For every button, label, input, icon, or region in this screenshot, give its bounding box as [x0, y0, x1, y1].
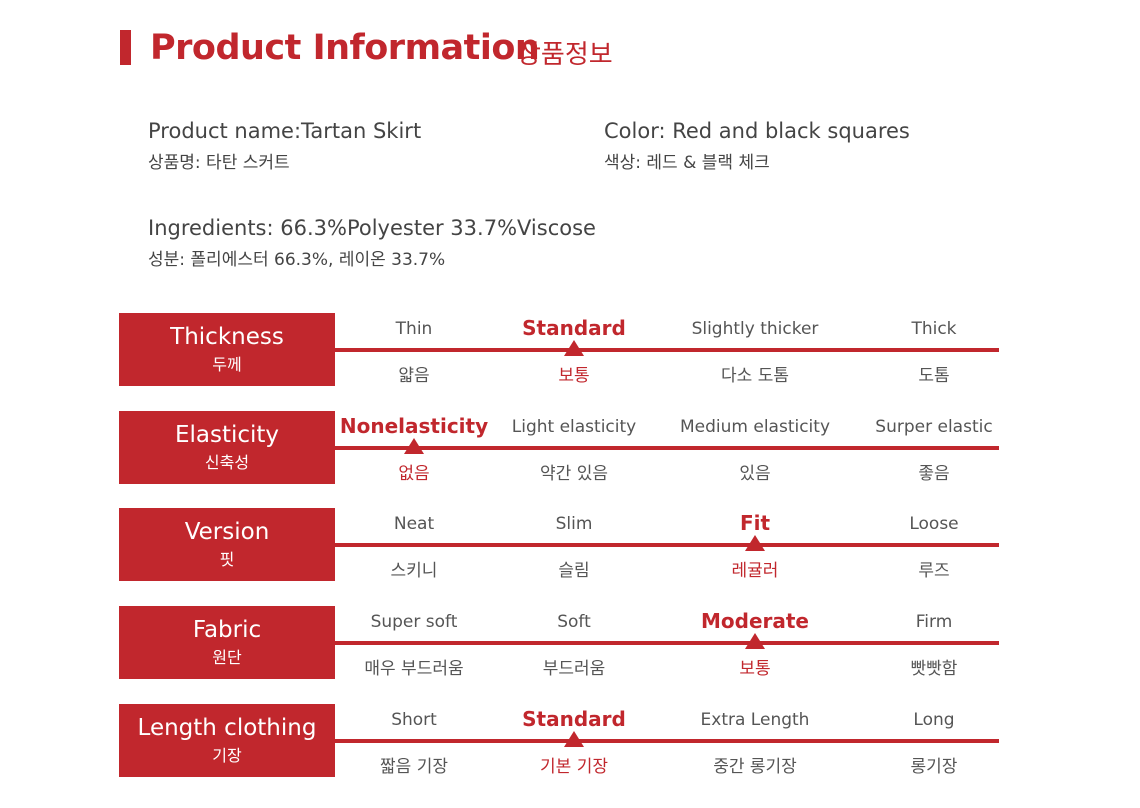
product-color: Color: Red and black squares [604, 119, 910, 143]
scale-option-korean: 롱기장 [910, 757, 958, 777]
scale-label: Version [184, 519, 270, 545]
scale-option-korean: 스키니 [390, 561, 438, 581]
scale-option-korean-selected: 보통 [739, 659, 771, 679]
scale-row-version: Version 핏 Neat 스키니 Slim 슬림 Fit 레귤러 Loose 루즈 [119, 508, 999, 582]
scale-line [335, 543, 999, 547]
scale-option-selected: Fit [739, 511, 771, 535]
scale-label-box: Version 핏 [119, 508, 335, 581]
scale-line [335, 641, 999, 645]
selected-marker-icon [404, 438, 424, 454]
scale-label: Thickness [170, 324, 284, 350]
scale-label: Length clothing [137, 715, 317, 741]
product-ingredients: Ingredients: 66.3%Polyester 33.7%Viscose [148, 216, 596, 240]
scale-option: Surper elastic [875, 417, 993, 437]
scale-option-korean: 얇음 [398, 366, 430, 386]
scale-option-korean: 슬림 [558, 561, 590, 581]
scale-line [335, 739, 999, 743]
scale-row-thickness: Thickness 두께 Thin 얇음 Standard 보통 Slightly thic… [119, 313, 999, 387]
scale-label-korean: 기장 [212, 746, 242, 765]
scale-option-selected: Standard [522, 316, 626, 340]
scale-option-korean-selected: 레귤러 [731, 561, 779, 581]
scale-option-korean: 다소 도톰 [721, 366, 789, 386]
selected-marker-icon [564, 731, 584, 747]
scale-option-korean: 매우 부드러움 [364, 659, 464, 679]
scale-label-korean: 신축성 [204, 453, 250, 472]
ingredients-block: Ingredients: 66.3%Polyester 33.7%Viscose… [148, 216, 596, 270]
scale-option-korean: 중간 롱기장 [713, 757, 797, 777]
selected-marker-icon [745, 535, 765, 551]
scale-label-korean: 원단 [212, 648, 242, 667]
scale-label: Elasticity [174, 422, 280, 448]
scale-option: Thick [911, 319, 957, 339]
scale-option-korean: 약간 있음 [540, 464, 608, 484]
scale-label-box: Elasticity 신축성 [119, 411, 335, 484]
scale-option: Medium elasticity [679, 417, 831, 437]
scale-option: Thin [395, 319, 433, 339]
scale-option-selected: Moderate [700, 609, 809, 633]
scale-label-korean: 핏 [219, 550, 235, 569]
title-accent-bar [120, 30, 131, 65]
scale-row-fabric: Fabric 원단 Super soft 매우 부드러움 Soft 부드러움 Moderat… [119, 606, 999, 680]
scale-option: Light elasticity [511, 417, 637, 437]
product-ingredients-korean: 성분: 폴리에스터 66.3%, 레이온 33.7% [148, 250, 446, 270]
product-color-korean: 색상: 레드 & 블랙 체크 [604, 153, 770, 173]
scale-label: Fabric [192, 617, 262, 643]
scale-option-korean: 짧음 기장 [380, 757, 448, 777]
scale-option-korean: 도톰 [918, 366, 950, 386]
scale-option: Slim [555, 514, 593, 534]
scale-option-korean: 부드러움 [542, 659, 606, 679]
scale-label-korean: 두께 [212, 355, 242, 374]
scale-option-korean-selected: 기본 기장 [540, 757, 608, 777]
scale-option-korean: 빳빳함 [910, 659, 958, 679]
scale-row-length-clothing: Length clothing 기장 Short 짧음 기장 Standard 기본 기장… [119, 704, 999, 778]
scale-option: Firm [915, 612, 953, 632]
scale-option: Super soft [370, 612, 458, 632]
product-name: Product name:Tartan Skirt [148, 119, 422, 143]
product-name-korean: 상품명: 타탄 스커트 [148, 153, 290, 173]
scale-option: Slightly thicker [691, 319, 819, 339]
scale-option-korean-selected: 보통 [558, 366, 590, 386]
scale-option: Loose [909, 514, 959, 534]
scale-line [335, 446, 999, 450]
scale-row-elasticity: Elasticity 신축성 Nonelasticity 없음 Light elasti… [119, 411, 999, 485]
selected-marker-icon [745, 633, 765, 649]
scale-option-korean-selected: 없음 [398, 464, 430, 484]
product-name-block: Product name:Tartan Skirt 상품명: 타탄 스커트 [148, 119, 421, 173]
scale-option-korean: 있음 [739, 464, 771, 484]
scale-option: Short [391, 710, 437, 730]
selected-marker-icon [564, 340, 584, 356]
scale-option: Long [913, 710, 955, 730]
scale-line [335, 348, 999, 352]
scale-label-box: Length clothing 기장 [119, 704, 335, 777]
scale-label-box: Fabric 원단 [119, 606, 335, 679]
color-block: Color: Red and black squares 색상: 레드 & 블랙… [604, 119, 910, 173]
page-title-korean: 상품정보 [517, 40, 613, 70]
page-title: Product Information [150, 28, 540, 68]
scale-option-selected: Standard [522, 707, 626, 731]
scale-option: Neat [393, 514, 435, 534]
scale-label-box: Thickness 두께 [119, 313, 335, 386]
scale-option: Extra Length [700, 710, 810, 730]
scale-option-selected: Nonelasticity [339, 414, 489, 438]
scale-option-korean: 좋음 [918, 464, 950, 484]
scale-option-korean: 루즈 [918, 561, 950, 581]
scale-option: Soft [557, 612, 591, 632]
